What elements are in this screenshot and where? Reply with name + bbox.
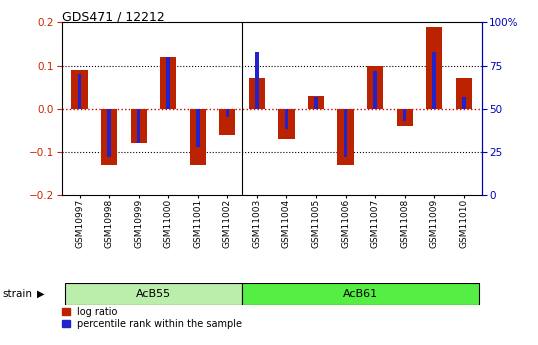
Text: AcB55: AcB55 [136,289,171,299]
Bar [160,57,176,109]
Bar [65,283,242,305]
Text: strain: strain [3,289,33,299]
Bar [403,109,406,121]
Legend: log ratio, percentile rank within the sample: log ratio, percentile rank within the sa… [62,307,243,329]
Bar [462,97,465,109]
Bar [433,52,436,109]
Text: ▶: ▶ [37,289,44,299]
Bar [397,109,413,126]
Bar [108,109,111,157]
Bar [426,27,442,109]
Bar [373,71,377,109]
Bar [190,109,206,165]
Bar [285,109,288,129]
Bar [314,97,318,109]
Bar [166,57,170,109]
Bar [344,109,348,157]
Bar [367,66,383,109]
Text: AcB61: AcB61 [343,289,378,299]
Bar [255,52,259,109]
Bar [456,78,472,109]
Bar [225,109,229,117]
Bar [278,109,295,139]
Bar [78,74,81,109]
Bar [131,109,147,143]
Bar [137,109,140,143]
Bar [337,109,353,165]
Bar [220,109,236,135]
Bar [196,109,200,147]
Bar [249,78,265,109]
Bar [242,283,479,305]
Bar [101,109,117,165]
Text: GDS471 / 12212: GDS471 / 12212 [62,10,165,23]
Bar [72,70,88,109]
Bar [308,96,324,109]
